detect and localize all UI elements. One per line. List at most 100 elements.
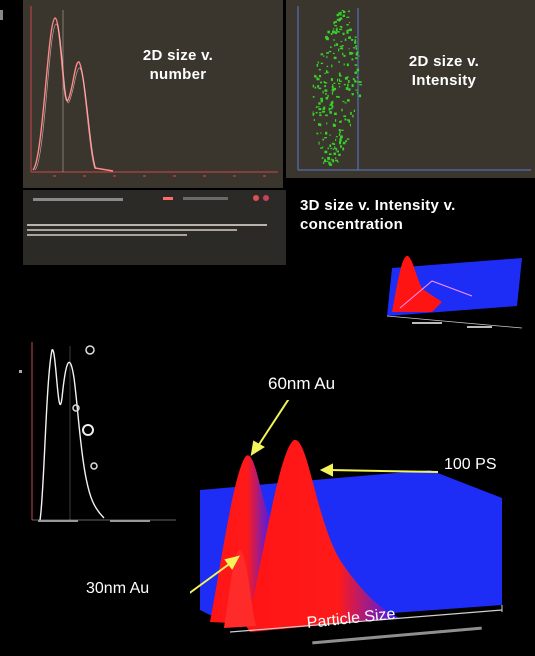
scatter-point	[348, 88, 351, 91]
scatter-point	[336, 13, 339, 17]
progress-track	[33, 198, 123, 201]
scatter-point	[335, 119, 337, 122]
scatter-point	[340, 47, 344, 50]
scatter-point	[338, 153, 341, 156]
scatter-point	[327, 160, 329, 162]
scatter-point	[325, 70, 328, 73]
scatter-point	[326, 71, 329, 73]
scatter-point	[328, 50, 332, 53]
scatter-point	[331, 89, 335, 92]
scatter-point	[325, 161, 327, 163]
scatter-point	[318, 123, 321, 126]
scatter-point	[336, 27, 338, 30]
scatter-point	[351, 84, 354, 87]
scatter-point	[355, 47, 358, 50]
scatter-point	[338, 129, 341, 131]
scatter-point	[332, 52, 335, 55]
scatter-point	[349, 51, 352, 55]
scatter-point	[315, 111, 318, 114]
scatter-point	[339, 28, 342, 31]
lower-trace-plot	[31, 342, 176, 522]
scatter-point	[325, 131, 328, 135]
blurred-info-text	[27, 224, 277, 242]
scatter-point	[339, 26, 343, 28]
scatter-point	[335, 28, 338, 32]
scatter-point	[355, 52, 358, 56]
scatter-point	[340, 26, 343, 28]
scatter-point	[350, 111, 352, 114]
scatter-point	[346, 138, 350, 140]
small-3d-surface-plot	[386, 255, 523, 329]
scatter-point	[324, 137, 327, 139]
label-60nm-au: 60nm Au	[268, 374, 336, 393]
scatter-point	[318, 106, 320, 108]
scatter-point	[348, 22, 351, 24]
label-30nm-au: 30nm Au	[86, 580, 150, 597]
scatter-point	[335, 138, 337, 141]
scatter-point	[342, 32, 345, 35]
scatter-point	[347, 10, 351, 13]
scatter-point	[344, 102, 347, 104]
scatter-point	[317, 61, 319, 64]
scatter-point	[333, 56, 337, 60]
scatter-point	[334, 44, 336, 47]
scatter-point	[329, 162, 331, 165]
scatter-point	[322, 138, 324, 141]
scatter-point	[330, 147, 333, 150]
scatter-point	[339, 121, 341, 123]
scatter-point	[339, 13, 341, 15]
scatter-point	[329, 104, 331, 106]
scatter-point	[323, 55, 325, 57]
scatter-point	[348, 36, 351, 39]
scatter-point	[341, 129, 344, 131]
scatter-point	[324, 150, 328, 154]
scatter-point	[337, 150, 339, 153]
scatter-point	[331, 142, 335, 145]
scatter-point	[316, 76, 318, 80]
scatter-point	[343, 115, 347, 118]
scatter-point	[338, 12, 340, 14]
arrow-60nm	[257, 400, 290, 447]
scatter-point	[326, 65, 329, 68]
scatter-point	[339, 138, 342, 141]
scatter-point	[345, 87, 349, 90]
scatter-point	[338, 133, 341, 136]
scatter-point	[329, 108, 333, 110]
scatter-point	[342, 52, 344, 56]
scatter-point	[337, 78, 339, 82]
scatter-point	[346, 16, 350, 18]
scatter-point	[312, 84, 314, 88]
scatter-point	[317, 85, 320, 88]
scatter-point	[312, 111, 314, 113]
scatter-point	[333, 82, 336, 84]
scatter-point	[350, 112, 352, 115]
scatter-point	[330, 46, 332, 48]
scatter-point	[342, 141, 346, 145]
scatter-point	[353, 79, 356, 81]
scatter-point	[340, 41, 343, 42]
panel-2d-size-intensity: 2D size v. Intensity	[286, 0, 535, 178]
scatter-point	[332, 30, 335, 34]
scatter-point	[350, 52, 354, 55]
scatter-point	[314, 86, 317, 89]
scatter-point	[332, 100, 334, 104]
scatter-point	[355, 45, 357, 47]
scatter-point	[343, 54, 346, 57]
scatter-point	[325, 93, 327, 95]
scatter-point	[321, 157, 324, 159]
scatter-point	[352, 78, 355, 80]
scatter-point	[326, 55, 328, 59]
scatter-point	[346, 99, 350, 102]
scatter-point	[348, 48, 350, 50]
scatter-point	[320, 97, 323, 100]
scatter-point	[318, 108, 322, 111]
scatter-point	[336, 18, 339, 21]
scatter-point	[323, 161, 325, 164]
scatter-point	[318, 68, 321, 71]
scatter-point	[354, 80, 357, 83]
scatter-point	[356, 91, 359, 94]
scatter-point	[330, 78, 333, 81]
scatter-point	[356, 68, 360, 72]
scatter-point	[339, 78, 340, 82]
scatter-point	[335, 43, 339, 46]
